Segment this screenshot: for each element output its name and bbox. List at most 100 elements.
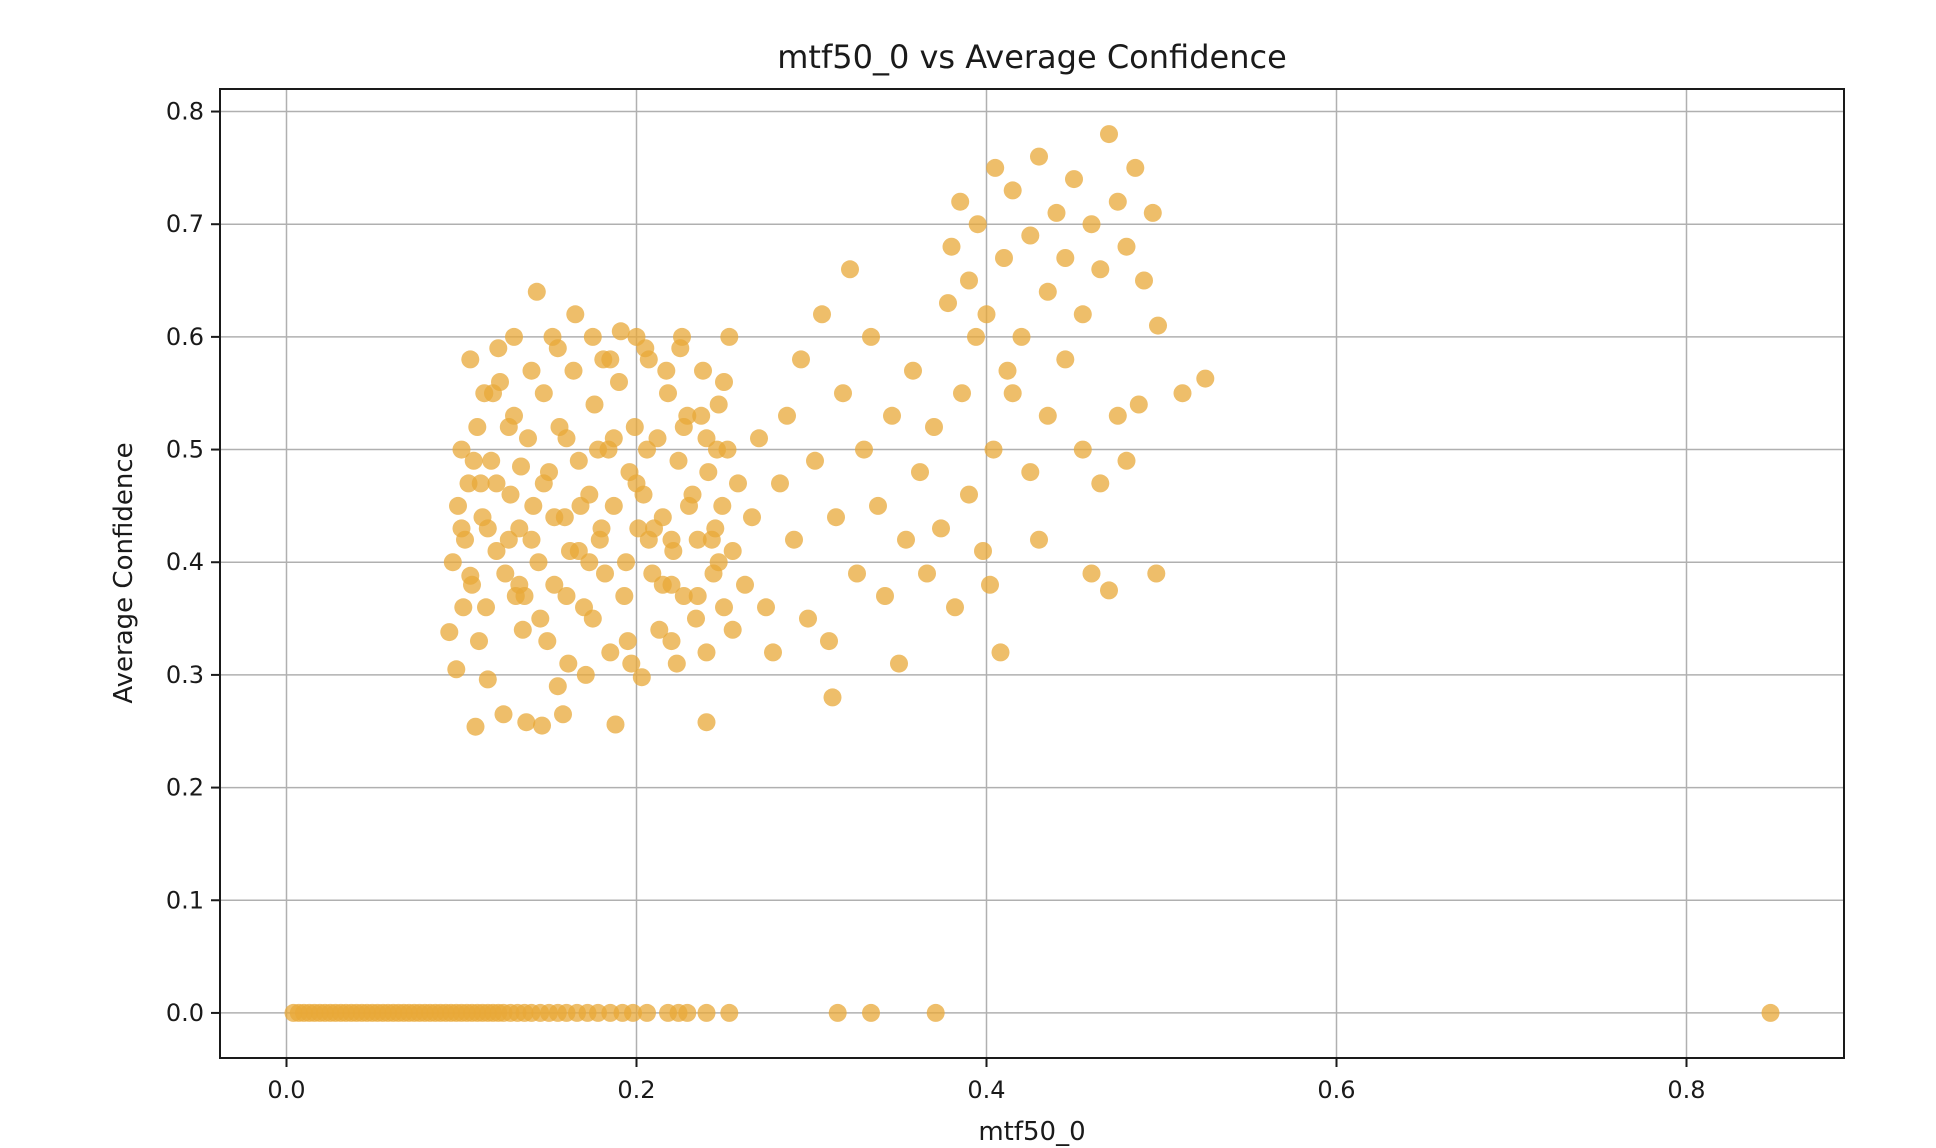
data-point [601,350,620,369]
data-point [692,406,711,425]
data-point [713,496,732,515]
data-point [583,327,602,346]
data-point [463,575,481,594]
y-tick-label: 0.0 [166,999,204,1027]
data-point [785,530,803,549]
data-point [1761,1003,1780,1022]
data-point [592,519,611,538]
data-point [953,384,971,403]
data-point [986,158,1005,177]
data-point [1117,451,1136,470]
data-point [757,598,775,617]
data-point [610,373,628,391]
data-point [1108,192,1127,211]
data-point [617,553,635,572]
data-point [841,260,859,279]
y-tick-label: 0.1 [166,886,204,914]
data-point [981,575,999,594]
data-point [1030,147,1048,166]
data-point [1100,125,1118,144]
data-point [897,530,915,549]
data-point [512,457,530,476]
data-point [951,192,970,211]
data-point [494,705,513,724]
data-point [499,418,518,436]
data-point [998,361,1017,380]
y-tick-label: 0.7 [166,210,204,238]
data-point [576,665,595,684]
data-point [477,598,495,617]
data-point [653,508,672,527]
data-point [447,660,466,679]
y-tick-label: 0.5 [166,436,204,464]
data-point [697,643,716,662]
data-point [720,1003,739,1022]
data-point [960,271,978,290]
data-point [580,485,599,504]
data-point [1108,406,1127,425]
data-point [1173,384,1192,403]
data-point [585,395,604,414]
data-point [1143,203,1162,222]
data-point [1065,170,1083,189]
data-point [638,1003,656,1022]
axis-ticks: 0.0 0.2 0.4 0.6 0.8 0.0 0.1 0.2 0.3 0.4 0.5 0.6 0.7 0… [166,98,1706,1104]
data-points [284,125,1780,1022]
data-point [622,654,641,673]
data-point [517,713,536,732]
data-point [1129,395,1148,414]
data-point [650,620,669,639]
y-axis-label: Average Confidence [109,442,139,703]
data-point [709,553,728,572]
data-point [499,530,518,549]
data-point [683,485,702,504]
data-point [1135,271,1153,290]
data-point [478,670,497,689]
data-point [559,654,578,673]
chart-title: mtf50_0 vs Average Confidence [777,38,1287,76]
data-point [862,1003,880,1022]
data-point [688,530,707,549]
data-point [697,1003,716,1022]
data-point [1003,384,1022,403]
data-point [946,598,964,617]
data-point [611,322,630,341]
data-point [792,350,810,369]
data-point [1056,249,1075,267]
data-point [513,620,532,639]
data-point [827,508,845,527]
data-point [984,440,1003,459]
x-tick-label: 0.8 [1667,1076,1705,1104]
data-point [939,294,957,313]
data-point [534,384,553,403]
data-point [475,384,494,403]
data-point [688,587,707,605]
data-point [625,418,644,436]
data-point [718,440,737,459]
data-point [632,668,651,687]
data-point [466,717,485,736]
data-point [1073,440,1092,459]
data-point [496,564,515,583]
data-point [575,598,593,617]
data-point [671,339,690,358]
data-point [636,339,655,358]
data-point [1082,564,1101,583]
data-point [911,463,929,482]
data-point [527,282,546,301]
data-point [548,677,567,696]
data-point [564,361,583,380]
data-point [942,237,961,256]
data-point [1073,305,1092,324]
x-tick-label: 0.4 [967,1076,1005,1104]
data-point [674,418,693,436]
data-point [823,688,842,707]
data-point [813,305,831,324]
data-point [662,530,681,549]
data-point [449,496,467,515]
data-point [1047,203,1066,222]
plot-frame [219,88,1845,1059]
x-tick-label: 0.0 [267,1076,305,1104]
data-point [615,587,634,605]
